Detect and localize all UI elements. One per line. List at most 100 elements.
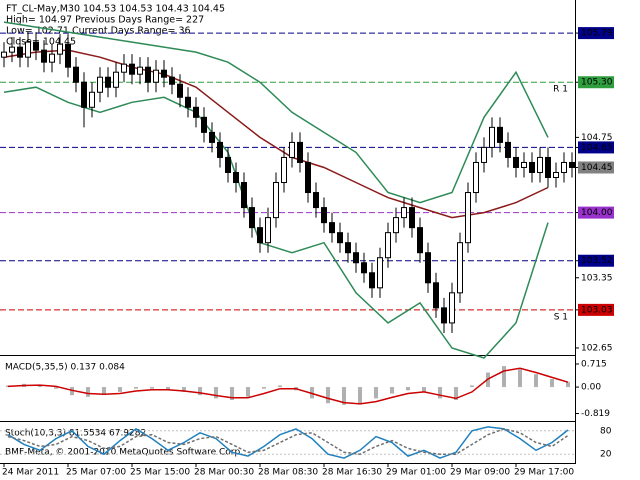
candle-body [361, 262, 367, 274]
candle-body [185, 96, 191, 108]
ma [3, 49, 549, 219]
x-tick-label: 24 Mar 2011 [2, 468, 59, 478]
macd-bar [534, 374, 538, 388]
candle-body [489, 126, 495, 148]
macd-signal [7, 367, 569, 405]
y-tick-label: 105.30 [581, 78, 613, 88]
y-tick-label: -0.819 [581, 409, 610, 419]
candle-body [433, 282, 439, 309]
y-tick-label: 20 [600, 450, 612, 460]
x-tick-label: 29 Mar 01:00 [386, 468, 446, 478]
candle-body [465, 192, 471, 244]
candle-body [553, 171, 559, 178]
y-tick-label: 80 [600, 426, 612, 436]
header-line: High= 104.97 Previous Days Range= 227 [6, 15, 204, 26]
price-box [578, 76, 614, 89]
lower-band [3, 86, 549, 359]
candle-body [233, 171, 239, 184]
candle-body [561, 161, 567, 173]
candle-body [473, 161, 479, 194]
candle-body [545, 156, 551, 178]
candle-body [401, 207, 407, 219]
candle-body [41, 49, 47, 63]
macd-bar [502, 366, 506, 388]
candle-body [89, 91, 95, 108]
candle-body [105, 76, 111, 88]
candle-body [497, 126, 503, 143]
candle-body [289, 141, 295, 158]
level-label: R 1 [553, 85, 568, 95]
candle-body [33, 41, 39, 51]
macd-bar [422, 387, 426, 392]
candle-body [129, 63, 135, 75]
candle-body [97, 76, 103, 93]
candle-body [65, 43, 71, 68]
candle-body [513, 156, 519, 168]
stoch-main [7, 426, 569, 459]
macd-bar [54, 387, 58, 389]
macd-bar [214, 387, 218, 399]
candle-body [409, 207, 415, 229]
candle-body [425, 252, 431, 284]
x-tick-label: 28 Mar 08:30 [258, 468, 318, 478]
x-tick-label: 28 Mar 00:30 [194, 468, 254, 478]
macd-bar [246, 387, 250, 397]
x-tick-label: 29 Mar 17:00 [514, 468, 574, 478]
candle-body [321, 207, 327, 224]
header-line: Close= 104.45 [6, 37, 76, 48]
macd-bar [38, 385, 42, 388]
candle-body [201, 116, 207, 133]
candle-body [177, 83, 183, 98]
candle-body [273, 182, 279, 219]
candle-body [329, 222, 335, 234]
macd-bar [438, 387, 442, 399]
candle-body [569, 161, 575, 168]
price-box [578, 206, 614, 219]
candle-body [209, 131, 215, 143]
candle-body [385, 232, 391, 259]
candle-body [345, 242, 351, 254]
macd-label: MACD(5,35,5) 0.137 0.084 [5, 363, 125, 373]
macd-bar [454, 387, 458, 400]
macd-bar [374, 387, 378, 399]
macd-bar [390, 387, 394, 394]
macd-bar [134, 387, 138, 389]
candle-body [1, 51, 7, 58]
candle-body [369, 272, 375, 289]
macd-bar [326, 387, 330, 404]
x-tick-label: 29 Mar 09:00 [450, 468, 510, 478]
candle-body [169, 76, 175, 85]
y-tick-label: 0.00 [581, 383, 601, 393]
candle-body [113, 71, 119, 88]
candle-body [57, 43, 63, 55]
candle-body [417, 227, 423, 254]
candle-body [305, 161, 311, 194]
candle-body [257, 227, 263, 244]
y-tick-label: 104.65 [581, 143, 613, 153]
candle-body [281, 156, 287, 184]
candle-body [121, 63, 127, 73]
price-box [578, 303, 614, 316]
upper-band [3, 21, 549, 204]
candle-body [161, 69, 167, 78]
y-tick-label: 103.03 [581, 305, 613, 315]
price-box [578, 27, 614, 40]
macd-bar [198, 387, 202, 396]
candle-body [249, 207, 255, 229]
macd-bar [262, 387, 266, 389]
candle-body [73, 66, 79, 83]
y-tick-label: 103.52 [581, 256, 613, 266]
macd-bar [230, 387, 234, 400]
candle-body [449, 292, 455, 324]
macd-bar [566, 382, 570, 388]
macd-bar [358, 387, 362, 404]
header-line: FT_CL-May,M30 104.53 104.53 104.43 104.4… [6, 4, 225, 15]
candle-body [137, 66, 143, 75]
macd-bar [86, 387, 90, 397]
price-box [578, 161, 614, 174]
candle-body [145, 66, 151, 83]
candle-body [153, 69, 159, 83]
macd-bar [182, 387, 186, 392]
